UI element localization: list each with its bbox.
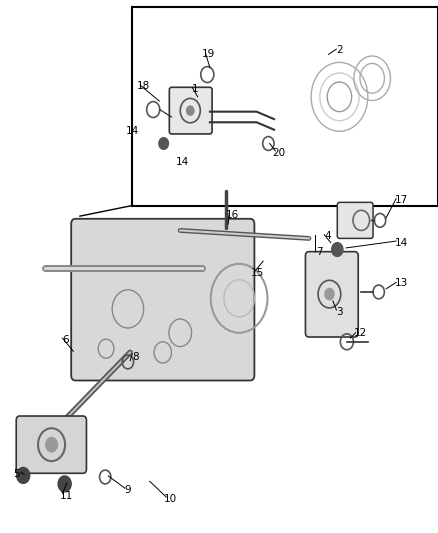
Text: 15: 15 xyxy=(251,268,264,278)
Circle shape xyxy=(185,106,194,116)
Text: 3: 3 xyxy=(336,306,342,317)
Circle shape xyxy=(323,288,334,301)
Text: 14: 14 xyxy=(175,157,189,166)
Bar xyxy=(132,7,437,206)
Text: 7: 7 xyxy=(315,247,321,257)
Text: 17: 17 xyxy=(393,195,406,205)
FancyBboxPatch shape xyxy=(336,203,372,238)
Text: 14: 14 xyxy=(125,126,138,136)
Text: 9: 9 xyxy=(124,485,131,495)
Text: 19: 19 xyxy=(201,50,215,59)
Text: 4: 4 xyxy=(324,231,330,241)
Text: 6: 6 xyxy=(63,335,69,345)
Text: 10: 10 xyxy=(164,494,177,504)
Text: 14: 14 xyxy=(393,238,406,248)
Text: 11: 11 xyxy=(59,490,72,500)
Circle shape xyxy=(17,467,30,483)
FancyBboxPatch shape xyxy=(71,219,254,381)
Text: 20: 20 xyxy=(271,148,284,158)
Text: 5: 5 xyxy=(13,470,20,479)
Text: 13: 13 xyxy=(393,278,406,288)
Text: 16: 16 xyxy=(226,209,239,220)
Circle shape xyxy=(159,138,168,149)
FancyBboxPatch shape xyxy=(16,416,86,473)
Circle shape xyxy=(58,476,71,492)
Text: 2: 2 xyxy=(336,45,342,55)
Text: 8: 8 xyxy=(132,352,139,361)
FancyBboxPatch shape xyxy=(169,87,212,134)
Text: 12: 12 xyxy=(353,328,366,338)
Circle shape xyxy=(331,243,342,256)
Circle shape xyxy=(45,437,58,453)
Text: 18: 18 xyxy=(136,81,149,91)
Text: 1: 1 xyxy=(192,84,198,94)
FancyBboxPatch shape xyxy=(305,252,357,337)
